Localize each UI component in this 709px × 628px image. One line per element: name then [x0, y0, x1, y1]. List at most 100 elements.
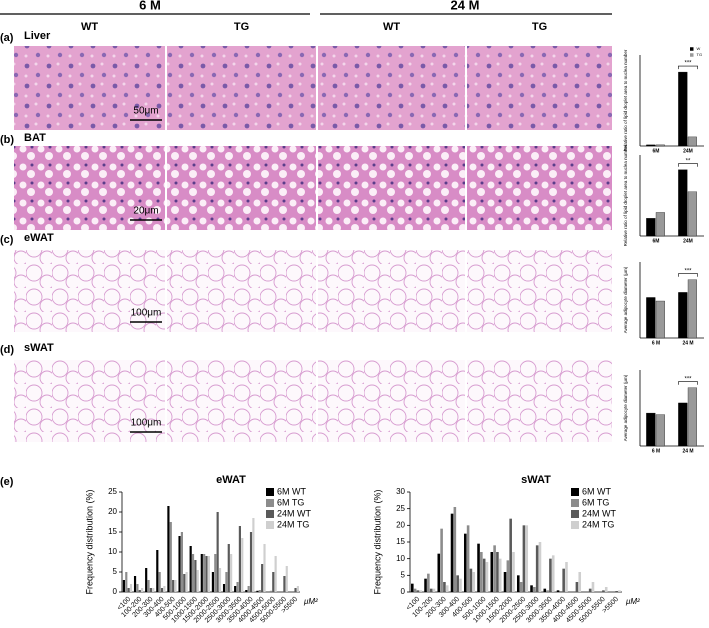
bar — [141, 588, 144, 592]
bar — [274, 556, 277, 592]
bar — [145, 568, 148, 592]
legend-label: 6M WT — [582, 486, 611, 496]
legend-swatch — [266, 488, 274, 496]
bar — [602, 590, 605, 592]
bar — [687, 136, 697, 147]
legend-label: 24M WT — [582, 508, 617, 518]
column-label: WT — [383, 21, 400, 33]
bar — [591, 582, 595, 592]
bar — [565, 562, 568, 592]
legend-swatch — [571, 499, 579, 507]
bar — [519, 582, 523, 592]
legend-label: TG — [697, 52, 703, 57]
bar — [655, 144, 665, 147]
bar — [687, 387, 697, 447]
bar — [296, 586, 299, 592]
bar — [450, 513, 454, 592]
scale-bar-label: 100μm — [131, 308, 162, 319]
bar — [185, 572, 188, 592]
bar — [575, 582, 579, 592]
legend-label: W — [697, 46, 701, 51]
bar — [678, 169, 688, 237]
bar — [655, 300, 665, 339]
bar — [191, 554, 195, 592]
bar — [129, 584, 133, 592]
histology-image — [167, 46, 316, 130]
histology-image — [14, 146, 165, 230]
bar — [646, 297, 656, 339]
panel-label: (b) — [0, 134, 14, 146]
bar — [180, 532, 183, 592]
bar — [125, 572, 128, 592]
histology-image — [318, 360, 465, 442]
tissue-label: sWAT — [24, 342, 54, 354]
x-tick-label: 24M — [683, 238, 693, 244]
bar — [160, 588, 164, 592]
x-unit-label: μM² — [625, 597, 640, 606]
histology-image — [14, 46, 165, 130]
y-tick-label: 5 — [401, 570, 406, 579]
bar — [646, 218, 656, 237]
bar — [416, 590, 420, 592]
bar — [604, 587, 608, 592]
bar — [440, 528, 443, 592]
y-axis-label: Relative ratio of lipid droplet area to … — [623, 144, 628, 246]
panel-label: (d) — [0, 344, 14, 356]
bar — [443, 582, 446, 592]
bar — [241, 538, 244, 592]
y-tick-label: 30 — [396, 487, 405, 496]
bar — [196, 570, 199, 592]
bar — [512, 552, 515, 592]
x-unit-label: μM² — [303, 597, 318, 606]
chart-title: eWAT — [216, 474, 246, 486]
y-tick-label: 20 — [108, 507, 117, 516]
bar — [556, 590, 560, 592]
legend-swatch — [266, 521, 274, 529]
bar — [490, 552, 494, 592]
bar — [687, 191, 697, 237]
bar — [272, 572, 275, 592]
histology-image — [14, 360, 165, 442]
bar — [549, 558, 552, 592]
bar — [525, 525, 529, 592]
bar — [214, 554, 217, 592]
bar — [503, 572, 507, 592]
scale-bar-label: 100μm — [131, 418, 162, 429]
bar — [156, 550, 159, 592]
bar — [178, 536, 181, 592]
bar — [216, 512, 219, 592]
histology-image — [167, 250, 316, 332]
bar — [122, 580, 126, 592]
bar — [211, 572, 215, 592]
bar — [588, 588, 592, 592]
histology-image — [467, 146, 612, 230]
bar — [207, 556, 210, 592]
bar — [249, 532, 253, 592]
y-tick-label: 10 — [108, 547, 117, 556]
bar — [158, 572, 161, 592]
bar — [133, 576, 137, 592]
bar — [482, 558, 486, 592]
bar — [432, 588, 436, 592]
bar — [294, 588, 297, 592]
bar — [283, 576, 286, 592]
bar — [138, 590, 141, 592]
bar — [227, 544, 230, 592]
bar — [172, 580, 175, 592]
legend-label: 24M WT — [277, 508, 312, 518]
bar — [245, 590, 248, 592]
bar — [646, 412, 656, 447]
bar — [466, 525, 470, 592]
y-tick-label: 20 — [396, 520, 405, 529]
bar — [516, 575, 520, 592]
bar — [530, 585, 533, 592]
bar — [456, 575, 459, 592]
bar — [189, 546, 192, 592]
legend-label: 24M TG — [277, 519, 309, 529]
legend-swatch — [571, 521, 579, 529]
bar — [509, 518, 512, 592]
bar — [559, 591, 563, 592]
bar — [655, 414, 665, 447]
histology-image — [318, 250, 465, 332]
